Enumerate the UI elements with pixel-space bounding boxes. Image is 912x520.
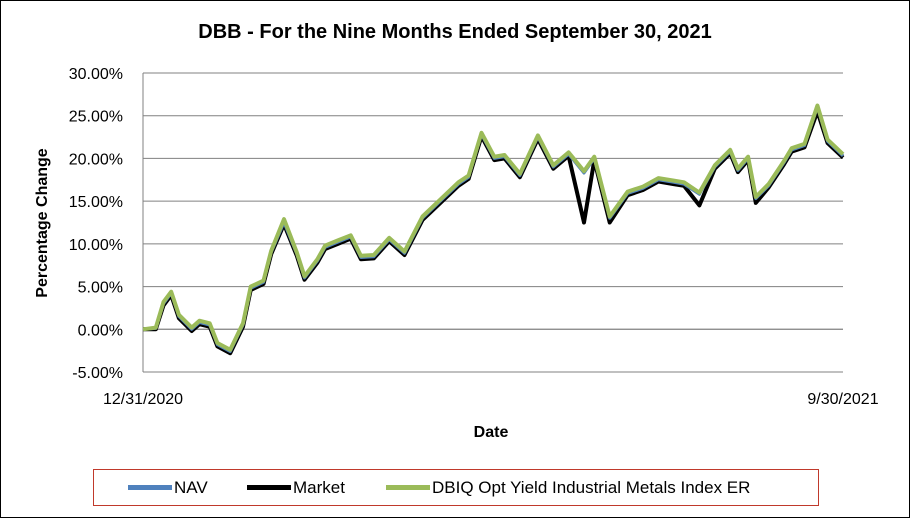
series-line-index [142, 103, 845, 352]
chart-title: DBB - For the Nine Months Ended Septembe… [198, 21, 711, 43]
y-tick-label: 10.00% [69, 237, 123, 254]
y-tick-label: 5.00% [78, 280, 123, 297]
legend-item-market: Market [247, 470, 345, 505]
y-tick-label: 25.00% [69, 109, 123, 126]
legend-label-nav: NAV [174, 477, 208, 497]
legend-swatch-index [386, 485, 430, 490]
series-line-market [143, 109, 845, 356]
x-tick-label: 12/31/2020 [103, 391, 183, 408]
y-tick-label: 0.00% [78, 322, 123, 339]
legend-label-market: Market [293, 477, 345, 497]
legend-swatch-market [247, 485, 291, 490]
y-tick-label: -5.00% [72, 365, 123, 382]
legend-item-index: DBIQ Opt Yield Industrial Metals Index E… [386, 470, 750, 505]
legend-item-nav: NAV [128, 470, 208, 505]
legend: NAV Market DBIQ Opt Yield Industrial Met… [93, 469, 819, 506]
x-tick-label: 9/30/2021 [807, 391, 878, 408]
legend-swatch-nav [128, 485, 172, 490]
y-tick-label: 30.00% [69, 66, 123, 83]
y-tick-label: 20.00% [69, 151, 123, 168]
x-axis-ticks: 12/31/2020 9/30/2021 [103, 391, 879, 408]
y-axis-title: Percentage Change [34, 148, 51, 297]
y-tick-label: 15.00% [69, 194, 123, 211]
y-axis-ticks: -5.00% 0.00% 5.00% 10.00% 15.00% 20.00% 25.00%… [69, 66, 123, 382]
legend-label-index: DBIQ Opt Yield Industrial Metals Index E… [432, 477, 751, 497]
gridlines [142, 72, 843, 373]
x-axis-title: Date [474, 424, 509, 441]
series-lines [142, 103, 845, 356]
series-line-nav [142, 105, 845, 353]
